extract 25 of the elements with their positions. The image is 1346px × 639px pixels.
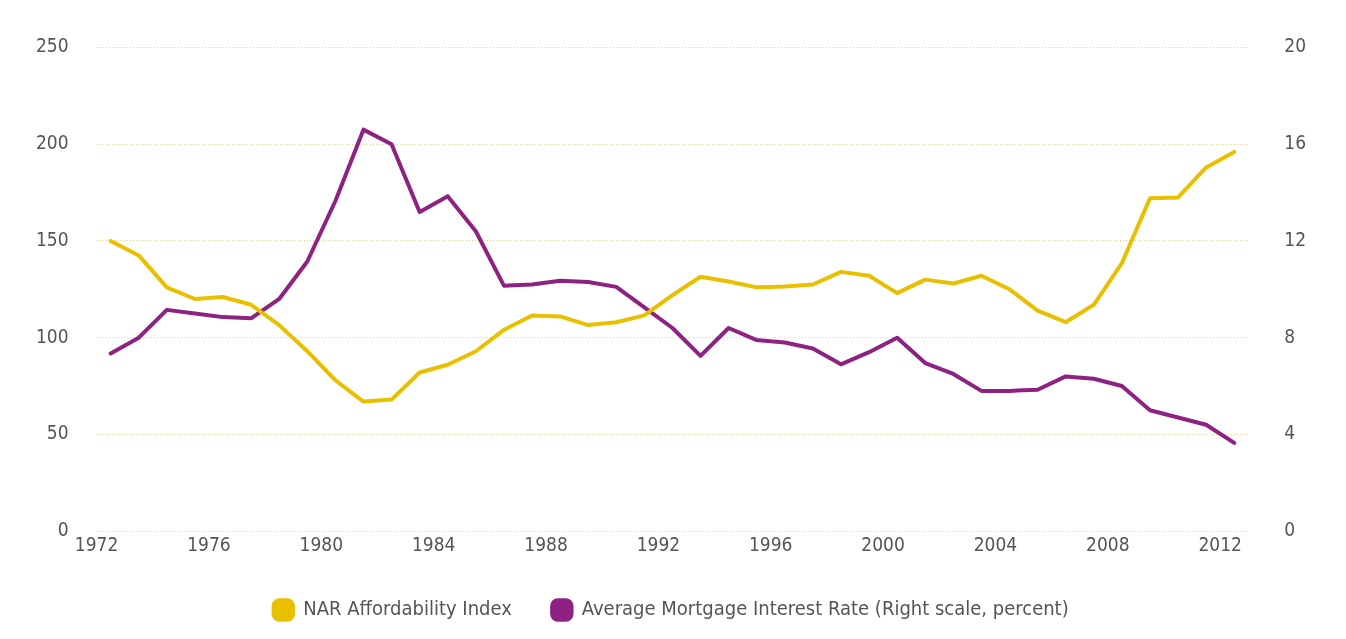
y-tick-label: 0 <box>57 518 69 541</box>
y-tick-label: 100 <box>35 324 69 347</box>
x-tick-label: 1984 <box>411 532 456 555</box>
y2-tick-label: 12 <box>1284 227 1306 250</box>
x-tick-label: 2012 <box>1198 532 1242 555</box>
y-tick-label: 150 <box>35 227 69 250</box>
x-tick-label: 1996 <box>749 532 793 555</box>
x-tick-label: 1988 <box>524 532 568 555</box>
y-tick-label: 50 <box>46 421 69 444</box>
y2-tick-label: 4 <box>1284 421 1296 444</box>
x-tick-label: 2008 <box>1086 532 1130 555</box>
legend-label: NAR Affordability Index <box>303 596 513 621</box>
x-tick-label: 1992 <box>636 532 681 555</box>
x-tick-label: 1980 <box>299 532 344 555</box>
y2-tick-label: 8 <box>1284 324 1296 347</box>
x-tick-label: 1972 <box>74 532 119 555</box>
x-tick-label: 1976 <box>187 532 231 555</box>
y2-tick-label: 20 <box>1284 34 1306 57</box>
legend-label: Average Mortgage Interest Rate (Right scale, percent) <box>581 596 1069 621</box>
y2-tick-label: 0 <box>1284 518 1296 541</box>
y2-tick-label: 16 <box>1284 131 1306 154</box>
x-tick-label: 2000 <box>861 532 905 555</box>
x-tick-label: 2004 <box>973 532 1018 555</box>
y-tick-label: 200 <box>35 131 69 154</box>
y-tick-label: 250 <box>35 34 69 57</box>
